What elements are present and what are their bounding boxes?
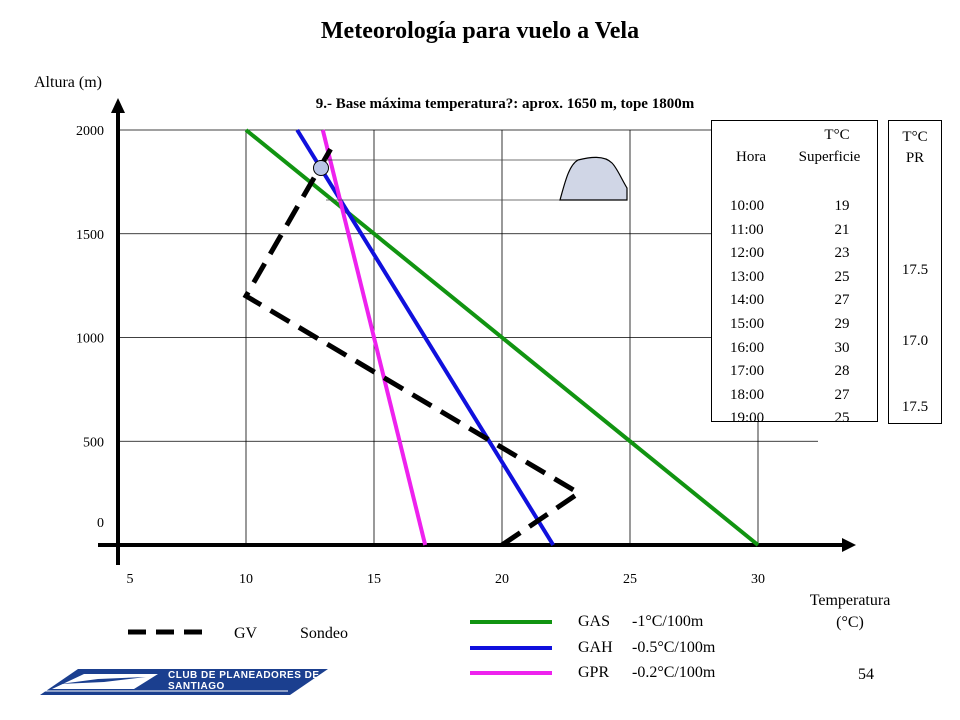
- legend-gah-name: GAH: [578, 639, 613, 656]
- table-header-hora: Hora: [736, 149, 766, 165]
- legend-gah-rate: -0.5°C/100m: [632, 639, 716, 656]
- x-axis-label: Temperatura (°C): [790, 590, 910, 634]
- legend-gv-label: GV: [234, 625, 258, 642]
- table-cell-temp: 25: [834, 410, 850, 427]
- x-tick-label: 30: [751, 572, 765, 587]
- legend-gas-rate: -1°C/100m: [632, 613, 704, 630]
- y-tick-label: 500: [83, 435, 104, 450]
- cloud-annotation: [313, 156, 628, 201]
- slide-title: Meteorología para vuelo a Vela: [320, 18, 640, 44]
- table-header-tc: T°C: [824, 127, 850, 143]
- table-row: 13:00 25: [712, 266, 877, 290]
- y-tick-label: 0: [97, 516, 104, 531]
- pr-header: T°C PR: [889, 127, 941, 169]
- y-tick-label: 1000: [76, 332, 104, 347]
- table-cell-hora: 10:00: [730, 198, 765, 214]
- table-rows: 10:00 19 11:00 21 12:00 23 13:00 25 14:00 27 15:00…: [712, 195, 877, 431]
- table-row: 16:00 30: [712, 337, 877, 361]
- table-cell-hora: 14:00: [730, 292, 765, 309]
- glider-logo-icon: [40, 669, 328, 695]
- y-axis-arrow-icon: [111, 98, 125, 113]
- legend-gpr-rate: -0.2°C/100m: [632, 664, 716, 681]
- table-row: 14:00 27: [712, 289, 877, 313]
- x-tick-label: 20: [495, 572, 509, 587]
- x-tick-label: 5: [127, 572, 134, 587]
- table-row: 10:00 19: [712, 195, 877, 219]
- table-row: 17:00 28: [712, 360, 877, 384]
- table-cell-hora: 17:00: [730, 363, 765, 380]
- series-line-gas: [244, 128, 760, 547]
- logo-text: CLUB DE PLANEADORES DE SANTIAGO: [168, 670, 320, 692]
- page-number: 54: [858, 666, 874, 683]
- table-cell-hora: 18:00: [730, 386, 765, 403]
- table-cell-temp: 27: [834, 386, 850, 403]
- x-axis-label-line2: (°C): [836, 614, 864, 631]
- table-cell-temp: 28: [834, 363, 850, 380]
- table-cell-hora: 11:00: [730, 221, 764, 238]
- table-row: 12:00 23: [712, 242, 877, 266]
- series-line-gpr: [320, 129, 428, 546]
- table-cell-temp: 21: [834, 221, 850, 238]
- table-cell-hora: 12:00: [730, 245, 765, 262]
- legend-gas-name: GAS: [578, 613, 611, 630]
- y-axis-label: Altura (m): [34, 74, 102, 91]
- table-cell-temp: 25: [834, 268, 850, 285]
- table-cell-temp: 29: [834, 315, 850, 332]
- x-tick-label: 15: [367, 572, 381, 587]
- table-cell-temp: 27: [834, 292, 850, 309]
- table-cell-temp: 19: [834, 198, 850, 214]
- table-header-superficie: Superficie: [798, 149, 861, 165]
- table-cell-temp: 30: [834, 339, 850, 356]
- table-row: 18:00 27: [712, 384, 877, 408]
- x-axis-arrow-icon: [842, 538, 856, 552]
- table-cell-hora: 15:00: [730, 315, 765, 332]
- legend-sondeo-label: Sondeo: [300, 625, 348, 642]
- pr-header-pr: PR: [905, 150, 925, 166]
- x-axis-label-line1: Temperatura: [809, 592, 891, 609]
- y-tick-label: 2000: [76, 124, 104, 139]
- legend-gpr-name: GPR: [578, 664, 610, 681]
- max-base-marker: [313, 160, 329, 176]
- chart-axes: [98, 98, 856, 565]
- table-cell-temp: 23: [834, 245, 850, 262]
- table-row: 11:00 21: [712, 219, 877, 243]
- x-tick-label: 10: [239, 572, 253, 587]
- y-tick-label: 1500: [76, 228, 104, 243]
- chart-subtitle: 9.- Base máxima temperatura?: aprox. 165…: [315, 96, 695, 112]
- hourly-temperature-table: T°C Hora Superficie 10:00 19 11:00 21 12:00 2…: [711, 120, 878, 426]
- cloud-icon: [559, 156, 628, 201]
- series-line-gv: [242, 139, 584, 548]
- pr-value: 17.5: [901, 399, 929, 415]
- table-cell-hora: 19:00: [730, 410, 765, 427]
- x-tick-label: 25: [623, 572, 637, 587]
- pr-temperature-table: T°C PR 17.5 17.0 17.5: [888, 120, 942, 424]
- pr-header-tc: T°C: [902, 129, 928, 145]
- pr-value: 17.0: [901, 333, 929, 349]
- club-logo: CLUB DE PLANEADORES DE SANTIAGO: [38, 667, 328, 697]
- pr-value: 17.5: [901, 262, 929, 278]
- table-cell-hora: 13:00: [730, 268, 765, 285]
- table-row: 19:00 25: [712, 407, 877, 431]
- table-cell-hora: 16:00: [730, 339, 765, 356]
- table-row: 15:00 29: [712, 313, 877, 337]
